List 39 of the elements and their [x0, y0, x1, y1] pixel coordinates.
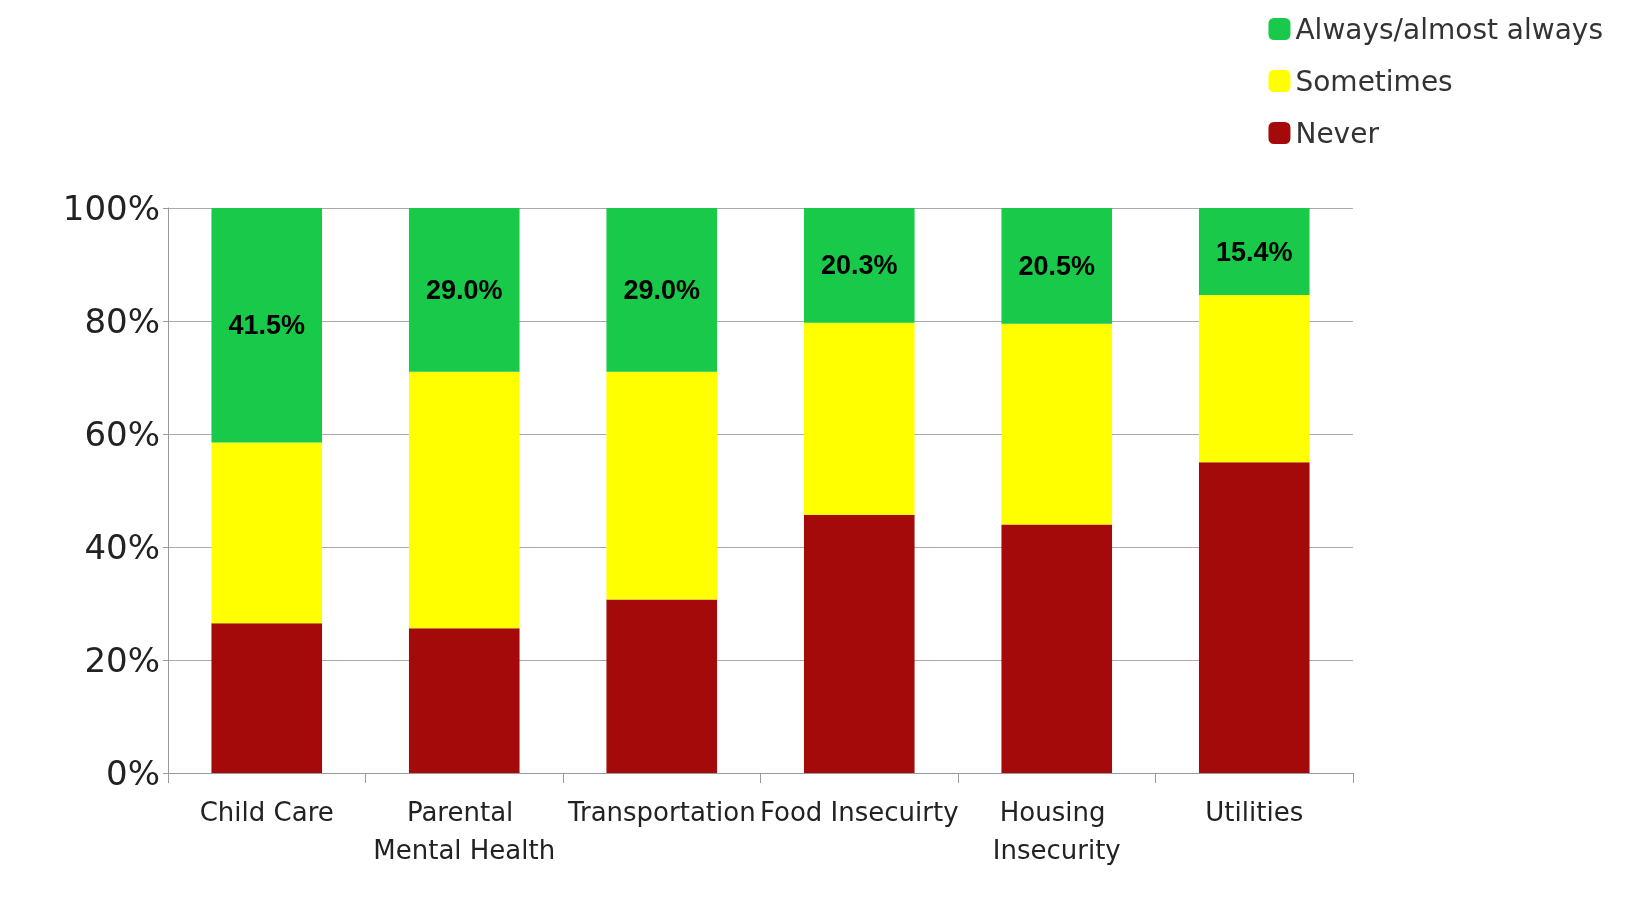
- bar: [803, 208, 915, 323]
- x-tick-label: Housing Insecurity: [992, 797, 1121, 865]
- bar: [803, 322, 915, 515]
- bar: [408, 208, 520, 372]
- x-tick-label: Food Insecuirty: [759, 797, 959, 827]
- bar: [803, 514, 915, 773]
- y-tick-label: 100%: [62, 188, 160, 228]
- data-label: 41.5%: [228, 310, 306, 341]
- y-tick-label: 20%: [84, 640, 160, 680]
- data-label: 29.0%: [623, 274, 701, 305]
- x-tick-label: Parental Mental Health: [373, 797, 556, 865]
- bar: [606, 599, 718, 773]
- bar: [408, 628, 520, 773]
- data-label: 20.3%: [820, 250, 898, 281]
- data-label: 29.0%: [425, 274, 503, 305]
- x-tick-label: Utilities: [1205, 797, 1304, 827]
- legend-label: Always/almost always: [1295, 12, 1604, 46]
- x-tick-label: Child Care: [199, 797, 334, 827]
- bar: [1198, 295, 1310, 463]
- legend-label: Never: [1295, 116, 1380, 150]
- data-label: 15.4%: [1215, 236, 1293, 267]
- data-label: 20.5%: [1018, 250, 1096, 281]
- bar: [1001, 323, 1113, 525]
- bar: [1198, 208, 1310, 296]
- bar: [211, 623, 323, 773]
- y-tick-label: 60%: [84, 414, 160, 454]
- bar: [211, 442, 323, 624]
- bar: [1198, 462, 1310, 773]
- bar: [211, 208, 323, 443]
- bar: [408, 371, 520, 629]
- bar: [1001, 208, 1113, 324]
- y-tick-label: 40%: [84, 527, 160, 567]
- y-tick-label: 80%: [84, 301, 160, 341]
- y-tick-label: 0%: [106, 753, 160, 793]
- bar: [1001, 524, 1113, 773]
- bar: [606, 371, 718, 600]
- legend-label: Sometimes: [1295, 64, 1453, 98]
- x-tick-label: Transportation: [566, 797, 756, 827]
- bar: [606, 208, 718, 372]
